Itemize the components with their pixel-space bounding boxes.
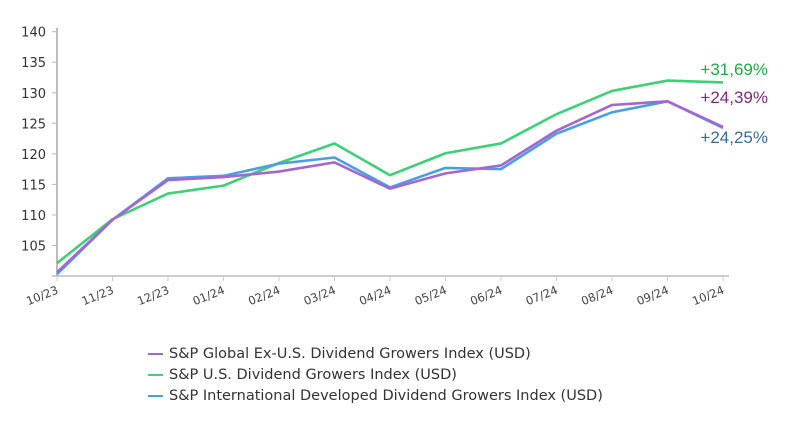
series-line [56, 79, 724, 265]
x-tick-label: 09/24 [635, 283, 671, 308]
x-tick-label: 10/23 [24, 283, 60, 308]
legend-item: S&P International Developed Dividend Gro… [148, 385, 603, 406]
end-value-label: +31,69% [700, 60, 768, 79]
y-tick-label: 130 [21, 87, 46, 102]
x-tick-label: 03/24 [302, 283, 338, 308]
legend-label: S&P Global Ex-U.S. Dividend Growers Inde… [169, 345, 531, 362]
legend-swatch [148, 373, 163, 376]
y-tick-label: 110 [21, 209, 46, 224]
x-tick-label: 04/24 [357, 283, 393, 308]
legend-label: S&P International Developed Dividend Gro… [169, 387, 603, 404]
legend-swatch [148, 352, 163, 355]
x-tick-label: 05/24 [413, 283, 449, 308]
legend-item: S&P Global Ex-U.S. Dividend Growers Inde… [148, 343, 603, 364]
x-tick-label: 06/24 [468, 283, 504, 308]
legend: S&P Global Ex-U.S. Dividend Growers Inde… [148, 343, 603, 406]
line-chart: 105 110 115 120 125 130 135 140 10/23 11/23 12/23… [21, 26, 768, 309]
y-tick-label: 125 [21, 117, 46, 132]
x-tick-label: 11/23 [80, 283, 116, 308]
legend-item: S&P U.S. Dividend Growers Index (USD) [148, 364, 603, 385]
y-tick-label: 135 [21, 56, 46, 71]
y-tick-label: 140 [21, 26, 46, 41]
x-tick-label: 08/24 [579, 283, 615, 308]
y-tick-label: 115 [21, 178, 46, 193]
y-tick-label: 105 [21, 239, 46, 254]
x-tick-label: 10/24 [690, 283, 726, 308]
x-tick-label: 02/24 [246, 283, 282, 308]
y-tick-label: 120 [21, 148, 46, 163]
series-line [56, 100, 724, 274]
x-tick-label: 12/23 [135, 283, 171, 308]
legend-label: S&P U.S. Dividend Growers Index (USD) [169, 366, 457, 383]
x-tick-label: 01/24 [191, 283, 227, 308]
end-value-label: +24,39% [700, 88, 768, 107]
end-value-label: +24,25% [700, 128, 768, 147]
legend-swatch [148, 394, 163, 397]
x-tick-label: 07/24 [524, 283, 560, 308]
